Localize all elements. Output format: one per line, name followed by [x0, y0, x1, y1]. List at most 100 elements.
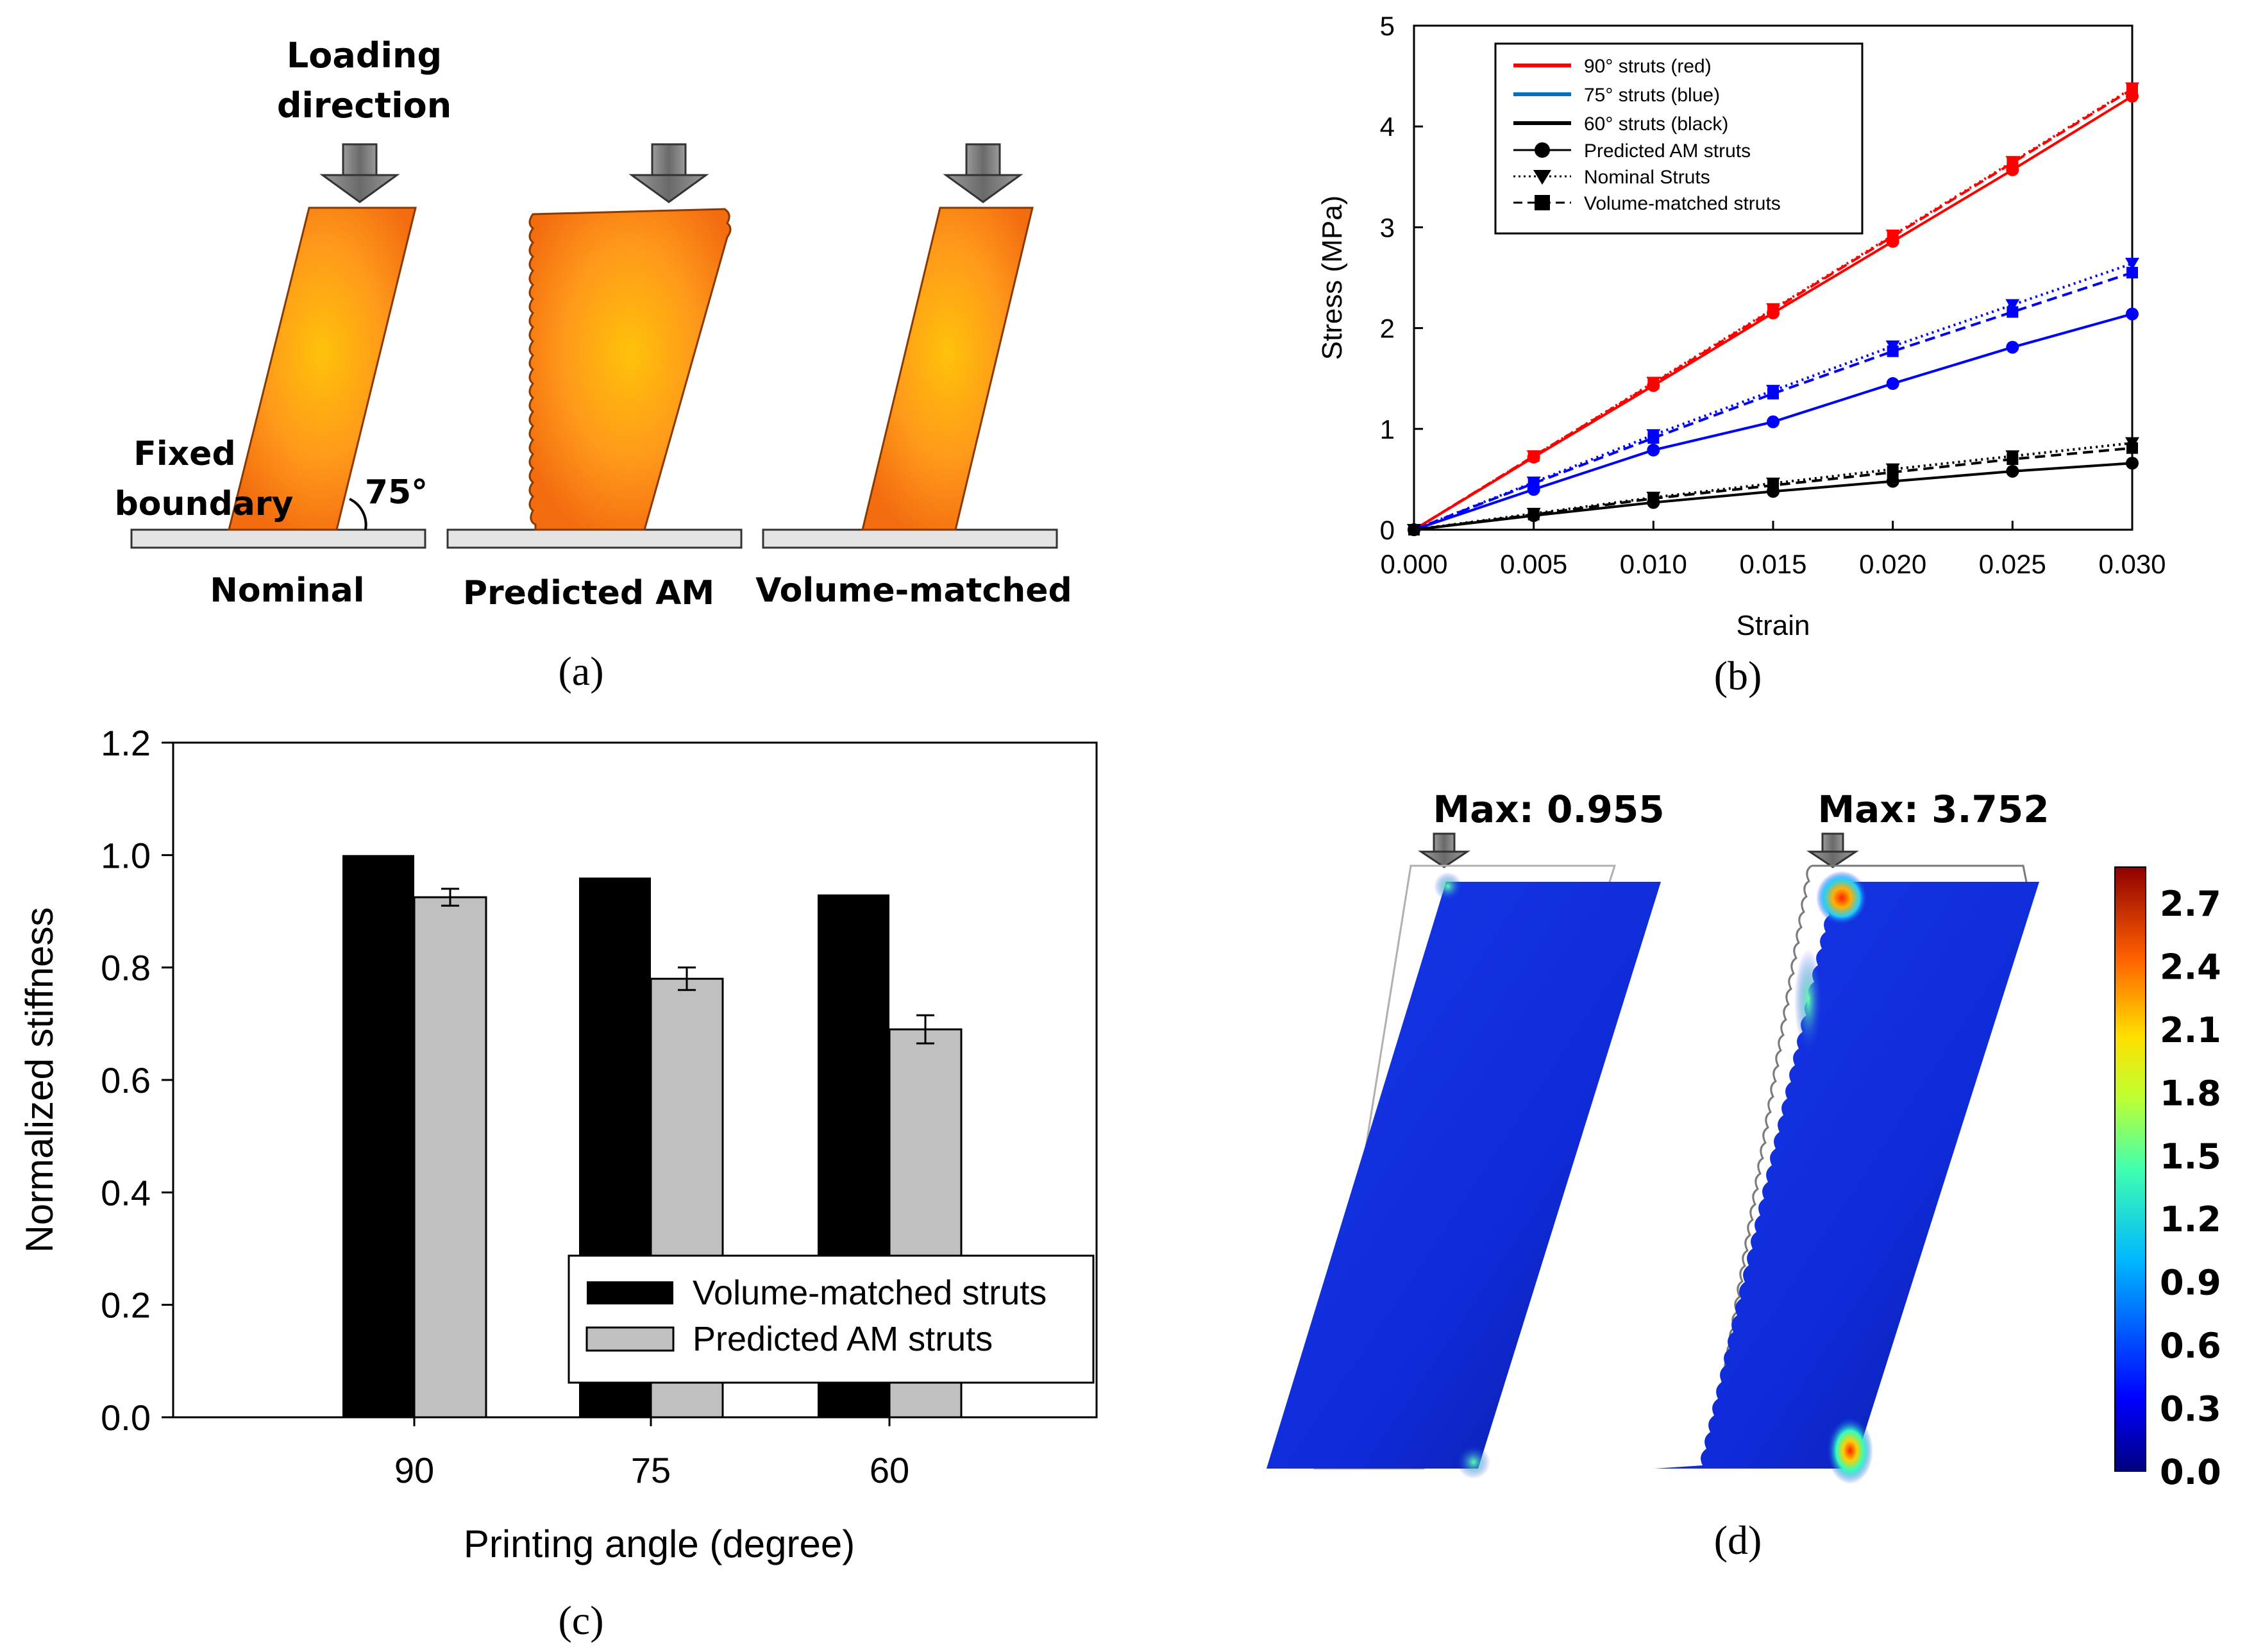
colorbar-tick-label: 0.9 [2160, 1263, 2221, 1303]
data-point [2007, 453, 2019, 465]
data-point [2126, 457, 2139, 470]
load-arrow-icon [943, 143, 1023, 203]
strut-label-predicted: Predicted AM [463, 574, 714, 612]
data-point [1527, 450, 1540, 462]
legend-entry: 75° struts (blue) [1584, 85, 1720, 106]
panel-label-a: (a) [558, 648, 603, 694]
chart-b-xlabel: Strain [1737, 610, 1810, 641]
data-point [1887, 345, 1899, 357]
colorbar-tick-label: 0.6 [2160, 1326, 2221, 1366]
colorbar-tick-label: 0.0 [2160, 1452, 2221, 1492]
y-tick-label: 2 [1380, 314, 1395, 344]
strut-label-nominal: Nominal [210, 571, 364, 610]
colorbar-tick-label: 1.8 [2160, 1073, 2221, 1113]
predicted-am-strut [528, 208, 732, 531]
x-tick-label: 0.030 [2098, 549, 2166, 579]
y-tick-label: 0.4 [101, 1172, 151, 1213]
data-point [2007, 156, 2019, 169]
fixed-boundary-label: Fixed [133, 435, 235, 473]
chart-b-ylabel: Stress (MPa) [1317, 196, 1348, 360]
colorbar-tick-label: 2.4 [2160, 947, 2221, 987]
chart-c-legend: Volume-matched struts Predicted AM strut… [568, 1254, 1095, 1384]
colorbar-tick-label: 1.5 [2160, 1136, 2221, 1177]
bar [413, 896, 487, 1419]
panel-b-line-chart: 0.000 0.005 0.010 0.015 0.020 0.025 0.030 0 1 2 3 4… [1317, 11, 2166, 698]
max-label-left: Max: 0.955 [1433, 788, 1664, 831]
x-tick-label: 60 [870, 1450, 909, 1490]
load-arrow-icon [1806, 832, 1859, 868]
volume-matched-strut [861, 206, 1034, 531]
data-point [1767, 304, 1779, 316]
x-tick-label: 0.010 [1620, 549, 1687, 579]
x-tick-label: 0.015 [1739, 549, 1806, 579]
data-point [1767, 387, 1779, 400]
bar [342, 855, 414, 1417]
legend-entry: 60° struts (black) [1584, 114, 1728, 135]
data-point [1647, 378, 1660, 390]
angle-label: 75° [365, 473, 428, 512]
data-point [2006, 341, 2019, 354]
y-tick-label: 3 [1380, 212, 1395, 242]
data-point [1647, 432, 1660, 444]
data-point [2126, 267, 2138, 279]
data-point [2126, 442, 2138, 454]
data-point [1647, 493, 1660, 505]
x-tick-label: 0.025 [1979, 549, 2046, 579]
chart-c-ylabel: Normalized stiffness [18, 907, 61, 1252]
load-arrow-icon [319, 143, 400, 203]
legend-entry: Volume-matched struts [1584, 193, 1781, 214]
panel-a: Loading direction 75° Fixed boundary [115, 35, 1072, 694]
data-point [2125, 257, 2139, 270]
colorbar-tick-label: 0.3 [2160, 1389, 2221, 1429]
panel-label-d: (d) [1714, 1517, 1762, 1563]
load-arrow-icon [1418, 832, 1470, 868]
y-tick-label: 1.0 [101, 835, 151, 875]
legend-entry: Predicted AM struts [1584, 140, 1751, 162]
loading-direction-label: Loading [287, 35, 442, 76]
strut-label-volume: Volume-matched [755, 571, 1072, 610]
fixed-boundary-label-2: boundary [115, 485, 294, 523]
colorbar [2114, 866, 2146, 1472]
x-tick-label: 0.000 [1380, 549, 1447, 579]
y-tick-label: 5 [1380, 11, 1395, 41]
data-point [1887, 466, 1899, 478]
data-point [2007, 306, 2019, 318]
x-tick-label: 0.005 [1500, 549, 1567, 579]
y-tick-label: 0.6 [101, 1060, 151, 1100]
stress-field-volume-matched [1267, 882, 1661, 1469]
data-point [1767, 479, 1779, 491]
data-point [1527, 477, 1540, 489]
data-point [1887, 230, 1899, 242]
legend-entry: 90° struts (red) [1584, 56, 1712, 77]
data-point [1408, 524, 1420, 535]
panel-d: Max: 0.955 Max: 3.752 2.7 2.4 2.1 1.8 1.5 1.2… [1267, 788, 2221, 1563]
chart-c-xlabel: Printing angle (degree) [464, 1522, 855, 1565]
colorbar-tick-label: 2.1 [2160, 1010, 2221, 1050]
legend-entry: Volume-matched struts [693, 1274, 1047, 1312]
colorbar-tick-label: 1.2 [2160, 1199, 2221, 1240]
data-point [2005, 299, 2020, 312]
stress-field-predicted-am [1654, 882, 2039, 1469]
x-tick-label: 75 [631, 1450, 671, 1490]
y-tick-label: 0.8 [101, 948, 151, 988]
base-plate [446, 528, 743, 549]
max-label-right: Max: 3.752 [1817, 788, 2049, 831]
data-point [2126, 307, 2139, 321]
y-tick-label: 0.2 [101, 1285, 151, 1326]
data-point [1886, 475, 1899, 488]
colorbar-tick-label: 2.7 [2160, 884, 2221, 924]
data-point [1886, 377, 1899, 391]
data-point [1527, 509, 1540, 521]
data-point [2126, 83, 2138, 96]
panel-c-bar-chart: 0.0 0.2 0.4 0.6 0.8 1.0 1.2 90 75 60 Printing ang… [18, 723, 1098, 1643]
y-tick-label: 0 [1380, 515, 1395, 545]
base-plate [130, 528, 426, 549]
load-arrow-icon [628, 143, 709, 203]
legend-entry: Nominal Struts [1584, 167, 1710, 188]
y-tick-label: 1 [1380, 414, 1395, 444]
loading-direction-label-2: direction [277, 85, 451, 126]
x-tick-label: 90 [394, 1450, 434, 1490]
angle-arc [349, 498, 367, 530]
y-tick-label: 4 [1380, 112, 1395, 142]
